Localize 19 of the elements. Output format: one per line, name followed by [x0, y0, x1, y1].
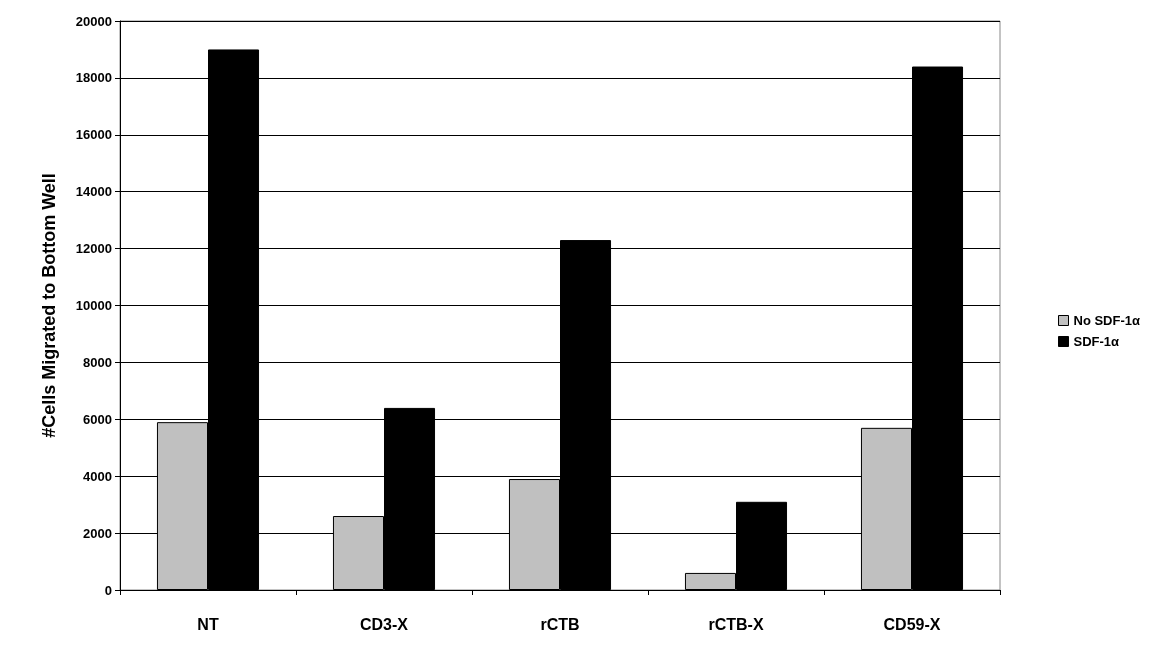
x-tick-label: rCTB-X [708, 615, 764, 633]
legend-label: No SDF-1α [1073, 313, 1141, 328]
x-tick-label: rCTB [540, 615, 580, 633]
legend-label: SDF-1α [1073, 334, 1120, 349]
y-tick-label: 18000 [75, 70, 112, 86]
y-tick-label: 20000 [75, 13, 112, 29]
y-tick-label: 12000 [75, 241, 112, 257]
x-tick-label: CD3-X [359, 615, 409, 633]
y-tick-label: 4000 [83, 468, 112, 484]
y-tick-label: 8000 [83, 354, 112, 370]
y-axis-title: #Cells Migrated to Bottom Well [39, 173, 59, 438]
y-tick-label: 2000 [83, 525, 112, 541]
y-tick-label: 16000 [75, 127, 112, 143]
y-tick-label: 0 [104, 582, 112, 598]
x-tick-label: NT [197, 615, 219, 633]
y-tick-label: 10000 [75, 298, 112, 313]
y-tick-label: 6000 [83, 411, 112, 427]
x-tick-label: CD59-X [883, 615, 941, 633]
y-tick-label: 14000 [75, 184, 112, 200]
